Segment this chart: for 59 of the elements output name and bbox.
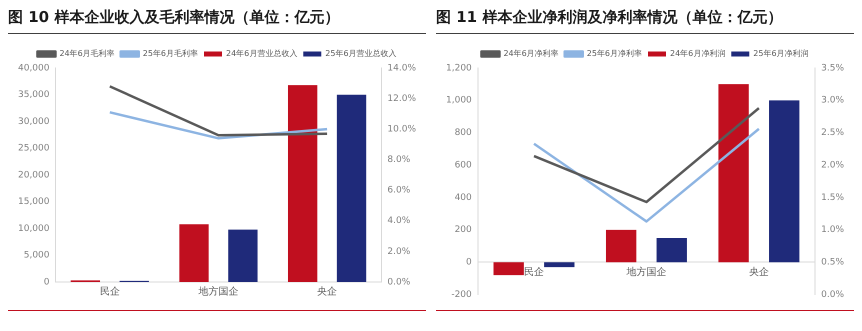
- y2-tick-label: 4.0%: [387, 216, 411, 226]
- y-tick-label: -200: [451, 290, 472, 300]
- y-tick-label: 15,000: [18, 197, 50, 208]
- bar: [769, 100, 800, 262]
- x-tick-label: 央企: [317, 286, 338, 298]
- y2-tick-label: 0.0%: [387, 277, 411, 288]
- x-tick-label: 民企: [100, 286, 120, 298]
- legend-label: 25年6月营业总收入: [325, 49, 397, 58]
- y-tick-label: 200: [454, 225, 472, 236]
- y-tick-label: 800: [454, 128, 472, 138]
- y-tick-label: 1,000: [446, 96, 472, 106]
- y-tick-label: 30,000: [18, 116, 50, 127]
- bar: [179, 224, 209, 282]
- legend-label: 25年6月净利率: [586, 49, 642, 58]
- y-tick-label: 5,000: [24, 250, 50, 261]
- bar: [336, 94, 366, 282]
- y-tick-label: 40,000: [18, 63, 50, 74]
- bar: [228, 230, 258, 282]
- y2-tick-label: 10.0%: [387, 124, 416, 134]
- y2-tick-label: 0.0%: [821, 290, 844, 300]
- y2-tick-label: 14.0%: [387, 63, 416, 74]
- bar: [718, 84, 749, 262]
- legend-label: 24年6月毛利率: [59, 49, 115, 58]
- legend-label: 24年6月营业总收入: [226, 49, 298, 58]
- y2-tick-label: 0.5%: [821, 258, 844, 268]
- y-tick-label: 25,000: [18, 144, 50, 154]
- y2-tick-label: 2.5%: [821, 128, 844, 138]
- y2-tick-label: 8.0%: [387, 155, 411, 166]
- y2-tick-label: 2.0%: [821, 160, 844, 170]
- y-tick-label: 20,000: [18, 170, 50, 180]
- y2-tick-label: 2.0%: [387, 246, 411, 257]
- y-tick-label: 10,000: [18, 224, 50, 234]
- x-tick-label: 地方国企: [197, 286, 238, 298]
- y-tick-label: 0: [466, 258, 472, 268]
- chart-title: 图 10 样本企业收入及毛利率情况（单位：亿元）: [8, 8, 426, 34]
- legend-label: 24年6月净利率: [503, 49, 559, 58]
- y2-tick-label: 6.0%: [387, 186, 411, 196]
- legend-label: 25年6月净利润: [753, 49, 809, 58]
- x-tick-label: 民企: [524, 266, 544, 278]
- y-tick-label: 400: [454, 192, 472, 203]
- x-tick-label: 地方国企: [625, 266, 666, 278]
- y2-tick-label: 3.5%: [821, 63, 844, 74]
- y-tick-label: 1,200: [446, 63, 472, 74]
- chart-title: 图 11 样本企业净利润及净利率情况（单位：亿元）: [436, 8, 854, 34]
- legend-label: 25年6月毛利率: [142, 49, 198, 58]
- y2-tick-label: 1.0%: [821, 225, 844, 236]
- bar: [494, 262, 524, 276]
- x-tick-label: 央企: [748, 266, 769, 278]
- y-tick-label: 0: [44, 277, 50, 288]
- y-tick-label: 35,000: [18, 90, 50, 100]
- bar: [656, 238, 687, 262]
- y2-tick-label: 1.5%: [821, 192, 844, 203]
- y2-tick-label: 12.0%: [387, 94, 416, 104]
- y2-tick-label: 3.0%: [821, 96, 844, 106]
- y-tick-label: 600: [454, 160, 472, 170]
- legend-label: 24年6月净利润: [670, 49, 726, 58]
- bar: [606, 230, 636, 262]
- bar: [288, 85, 318, 282]
- bar: [544, 262, 574, 268]
